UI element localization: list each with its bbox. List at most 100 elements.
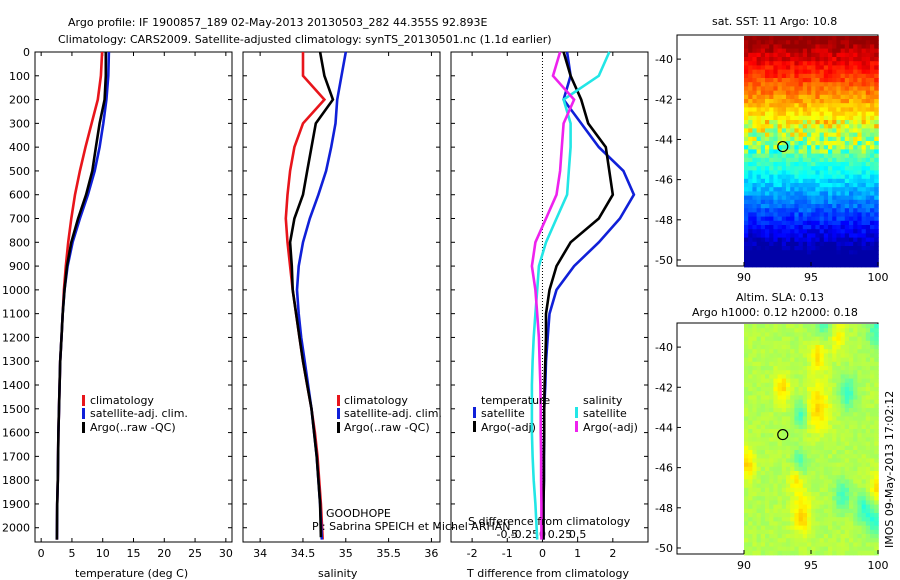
map-cell: [815, 324, 820, 329]
map-cell: [865, 370, 871, 375]
map-cell: [853, 136, 858, 142]
y-tick-label: -42: [655, 381, 673, 394]
map-cell: [802, 212, 808, 217]
map-cell: [807, 408, 812, 413]
map-cell: [840, 111, 846, 117]
map-cell: [828, 82, 833, 87]
map-cell: [844, 233, 850, 238]
series-cyan-line: [530, 51, 611, 540]
map-cell: [832, 94, 837, 100]
map-cell: [844, 328, 850, 333]
map-cell: [836, 328, 841, 333]
map-cell: [874, 445, 879, 451]
map-cell: [865, 153, 871, 159]
map-cell: [798, 99, 804, 104]
map-cell: [748, 378, 753, 384]
map-cell: [748, 403, 753, 409]
map-cell: [794, 483, 799, 489]
map-cell: [840, 525, 846, 531]
map-cell: [832, 233, 837, 238]
map-cell: [811, 450, 816, 455]
map-cell: [773, 136, 778, 142]
map-cell: [857, 387, 862, 392]
map-cell: [773, 328, 778, 333]
map-cell: [861, 517, 867, 522]
map-cell: [853, 145, 858, 150]
map-cell: [865, 336, 871, 342]
map-cell: [790, 212, 795, 217]
map-cell: [832, 462, 837, 468]
map-cell: [781, 349, 787, 354]
map-cell: [828, 187, 833, 192]
map-cell: [802, 170, 808, 175]
map-cell: [760, 370, 766, 375]
map-cell: [765, 424, 770, 430]
map-cell: [819, 420, 825, 426]
map-cell: [773, 433, 778, 438]
map-cell: [756, 170, 762, 175]
map-cell: [752, 429, 757, 434]
map-cell: [769, 475, 774, 480]
map-cell: [840, 246, 846, 251]
map-cell: [840, 487, 846, 493]
map-cell: [777, 145, 783, 150]
map-cell: [769, 187, 774, 192]
map-cell: [769, 250, 774, 255]
map-cell: [828, 128, 833, 133]
map-cell: [857, 237, 862, 243]
map-cell: [760, 513, 766, 518]
map-cell: [769, 471, 774, 476]
map-cell: [756, 103, 762, 108]
map-cell: [798, 492, 804, 497]
map-cell: [786, 433, 791, 438]
map-cell: [744, 86, 749, 91]
map-cell: [807, 241, 812, 247]
map-cell: [748, 73, 753, 79]
map-cell: [786, 250, 791, 255]
map-cell: [865, 157, 871, 163]
map-cell: [819, 408, 825, 413]
map-cell: [874, 525, 879, 531]
map-cell: [819, 525, 825, 531]
map-cell: [815, 212, 820, 217]
map-cell: [744, 166, 749, 171]
map-cell: [853, 44, 858, 49]
map-cell: [798, 258, 804, 264]
map-cell: [798, 162, 804, 167]
map-cell: [836, 454, 841, 459]
map-cell: [769, 483, 774, 489]
map-cell: [819, 237, 825, 243]
map-cell: [744, 162, 749, 167]
map-cell: [794, 328, 799, 333]
map-cell: [781, 403, 787, 409]
map-cell: [811, 492, 816, 497]
map-cell: [802, 328, 808, 333]
map-cell: [861, 128, 867, 133]
map-cell: [815, 141, 820, 146]
map-cell: [828, 254, 833, 259]
map-cell: [832, 399, 837, 405]
map-cell: [807, 103, 812, 108]
map-cell: [744, 450, 749, 455]
map-cell: [857, 73, 862, 79]
map-cell: [853, 254, 858, 259]
map-cell: [870, 458, 875, 463]
map-cell: [765, 429, 770, 434]
map-cell: [874, 332, 879, 337]
map-cell: [773, 483, 778, 489]
map-cell: [832, 166, 837, 171]
map-cell: [752, 199, 757, 205]
map-cell: [773, 361, 778, 367]
map-cell: [781, 324, 787, 329]
map-cell: [828, 124, 833, 129]
map-cell: [857, 391, 862, 396]
map-cell: [760, 475, 766, 480]
map-cell: [828, 340, 833, 346]
map-cell: [815, 336, 820, 342]
map-cell: [840, 353, 846, 358]
map-cell: [840, 220, 846, 226]
map-cell: [874, 416, 879, 421]
map-cell: [802, 424, 808, 430]
map-cell: [748, 361, 753, 367]
map-cell: [828, 57, 833, 62]
